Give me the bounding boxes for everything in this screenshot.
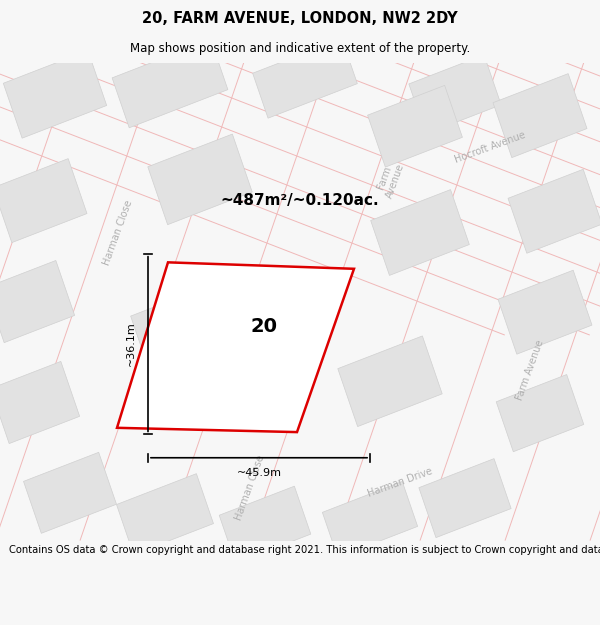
Polygon shape [23,452,116,533]
Polygon shape [368,86,463,167]
Text: ~45.9m: ~45.9m [236,468,281,478]
Text: Harman Drive: Harman Drive [366,466,434,499]
Polygon shape [116,474,214,554]
Polygon shape [0,261,74,343]
Polygon shape [322,481,418,558]
Polygon shape [493,74,587,158]
Polygon shape [4,51,107,138]
Polygon shape [419,459,511,538]
Polygon shape [131,285,229,371]
Text: 20: 20 [251,317,277,336]
Text: Map shows position and indicative extent of the property.: Map shows position and indicative extent… [130,41,470,54]
Polygon shape [496,374,584,452]
Polygon shape [117,262,354,432]
Polygon shape [508,169,600,253]
Polygon shape [498,270,592,354]
Text: Contains OS data © Crown copyright and database right 2021. This information is : Contains OS data © Crown copyright and d… [9,545,600,555]
Polygon shape [371,189,469,276]
Text: Harman Close: Harman Close [101,199,134,266]
Text: ~36.1m: ~36.1m [126,322,136,366]
Polygon shape [0,159,87,242]
Polygon shape [338,336,442,426]
Polygon shape [409,55,501,134]
Polygon shape [112,40,228,127]
Text: Hocroft Avenue: Hocroft Avenue [453,130,527,165]
Text: 20, FARM AVENUE, LONDON, NW2 2DY: 20, FARM AVENUE, LONDON, NW2 2DY [142,11,458,26]
Polygon shape [0,361,80,444]
Polygon shape [219,486,311,563]
Text: ~487m²/~0.120ac.: ~487m²/~0.120ac. [220,193,379,208]
Polygon shape [148,134,252,224]
Text: Farm
Avenue: Farm Avenue [374,159,406,200]
Text: Harman Close: Harman Close [233,454,266,521]
Text: Farm Avenue: Farm Avenue [514,339,545,402]
Polygon shape [253,39,358,118]
